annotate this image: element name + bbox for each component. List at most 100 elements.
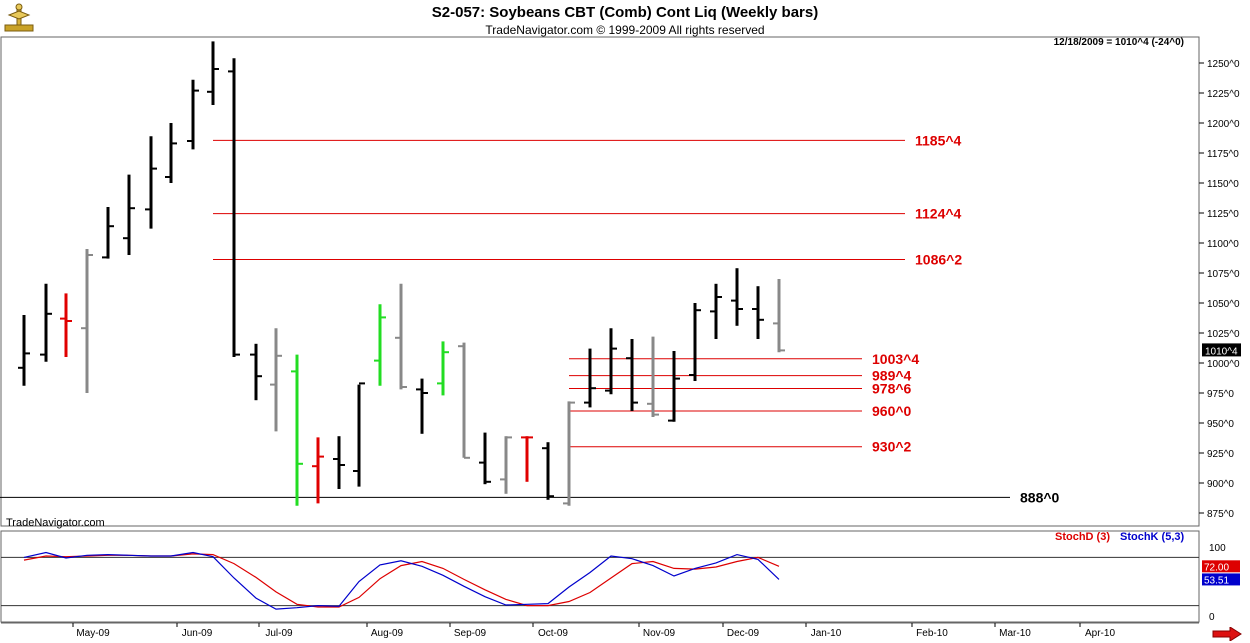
x-tick-label: Dec-09 bbox=[727, 628, 760, 639]
stochk-value-box bbox=[1202, 573, 1240, 586]
y-tick-label: 875^0 bbox=[1207, 509, 1234, 520]
price-bar bbox=[374, 304, 386, 386]
brand-label: TradeNavigator.com bbox=[6, 517, 105, 529]
stoch-tick-label: 0 bbox=[1209, 612, 1215, 623]
chart-frames bbox=[0, 36, 1200, 623]
price-bar bbox=[40, 283, 52, 362]
price-bar bbox=[333, 436, 345, 489]
price-panel-frame bbox=[0, 36, 1200, 527]
y-tick-label: 1000^0 bbox=[1207, 359, 1240, 370]
stochd-value-label: 72.00 bbox=[1204, 562, 1229, 573]
y-tick-label: 950^0 bbox=[1207, 419, 1234, 430]
price-axis: 875^0 900^0 925^0 950^0 975^0 1000^0 1025^0 105… bbox=[1199, 59, 1241, 520]
y-tick-label: 1175^0 bbox=[1207, 149, 1239, 160]
price-bar bbox=[773, 279, 785, 353]
price-bar bbox=[605, 328, 617, 395]
logo-icon bbox=[4, 3, 34, 32]
price-bar bbox=[312, 437, 324, 504]
x-tick-label: Nov-09 bbox=[643, 628, 676, 639]
level-label: 1185^4 bbox=[915, 132, 962, 148]
x-tick-label: Aug-09 bbox=[371, 628, 404, 639]
y-tick-label: 1225^0 bbox=[1207, 89, 1240, 100]
chart-subtitle: TradeNavigator.com © 1999-2009 All right… bbox=[485, 23, 765, 37]
price-bar bbox=[479, 432, 491, 485]
price-bar bbox=[689, 303, 701, 381]
price-bar bbox=[187, 79, 199, 150]
price-bar bbox=[626, 339, 638, 411]
price-bar bbox=[353, 382, 365, 487]
price-bar bbox=[123, 174, 135, 255]
level-label: 989^4 bbox=[872, 368, 912, 384]
price-bar bbox=[731, 268, 743, 326]
stochk-line bbox=[23, 551, 780, 610]
price-readout: 12/18/2009 = 1010^4 (-24^0) bbox=[1053, 37, 1184, 48]
stochd-legend: StochD (3) bbox=[1055, 531, 1110, 543]
price-bar bbox=[668, 351, 680, 422]
current-price-box bbox=[1202, 343, 1241, 357]
scroll-right-arrow-icon[interactable] bbox=[1212, 627, 1242, 641]
price-bar bbox=[291, 354, 303, 506]
level-label: 930^2 bbox=[872, 439, 912, 455]
price-bar bbox=[250, 343, 262, 401]
y-tick-label: 1075^0 bbox=[1207, 269, 1240, 280]
price-bar bbox=[437, 341, 449, 396]
y-tick-label: 1150^0 bbox=[1207, 179, 1239, 190]
price-bar bbox=[563, 401, 575, 506]
stochk-value-label: 53.51 bbox=[1204, 575, 1229, 586]
price-bar bbox=[647, 336, 659, 417]
level-label: 1086^2 bbox=[915, 252, 962, 268]
x-tick-label: May-09 bbox=[76, 628, 110, 639]
x-tick-label: Apr-10 bbox=[1085, 628, 1115, 639]
price-bar bbox=[416, 378, 428, 434]
level-label: 1124^4 bbox=[915, 206, 962, 222]
stochastic-panel: 100 0 72.00 53.51 bbox=[1, 543, 1240, 623]
price-bar bbox=[752, 286, 764, 339]
price-bar bbox=[81, 249, 93, 393]
x-tick-label: Jun-09 bbox=[182, 628, 213, 639]
price-bars bbox=[18, 41, 785, 506]
y-tick-label: 1025^0 bbox=[1207, 329, 1240, 340]
x-tick-label: Mar-10 bbox=[999, 628, 1031, 639]
price-bar bbox=[228, 58, 240, 357]
price-bar bbox=[18, 315, 30, 386]
y-tick-label: 900^0 bbox=[1207, 479, 1234, 490]
y-tick-label: 1050^0 bbox=[1207, 299, 1240, 310]
price-bar bbox=[165, 123, 177, 183]
stochk-legend: StochK (5,3) bbox=[1120, 531, 1185, 543]
price-bar bbox=[542, 442, 554, 500]
stochd-value-box bbox=[1202, 560, 1240, 573]
stoch-tick-label: 100 bbox=[1209, 543, 1226, 554]
level-label: 960^0 bbox=[872, 403, 912, 419]
price-bar bbox=[270, 328, 282, 432]
price-bar bbox=[145, 136, 157, 229]
x-tick-label: Sep-09 bbox=[454, 628, 487, 639]
date-axis: May-09 Jun-09 Jul-09 Aug-09 Sep-09 Oct-09 Nov-… bbox=[1, 622, 1199, 639]
y-tick-label: 1250^0 bbox=[1207, 59, 1240, 70]
price-bar bbox=[458, 342, 470, 459]
price-bar bbox=[102, 207, 114, 259]
x-tick-label: Feb-10 bbox=[916, 628, 948, 639]
x-tick-label: Jan-10 bbox=[811, 628, 842, 639]
chart-title: S2-057: Soybeans CBT (Comb) Cont Liq (We… bbox=[431, 4, 819, 21]
y-tick-label: 1100^0 bbox=[1207, 239, 1239, 250]
x-tick-label: Jul-09 bbox=[265, 628, 293, 639]
price-bar bbox=[710, 283, 722, 339]
y-tick-label: 1200^0 bbox=[1207, 119, 1240, 130]
y-tick-label: 975^0 bbox=[1207, 389, 1234, 400]
stoch-panel-frame bbox=[0, 530, 1200, 623]
level-label: 1003^4 bbox=[872, 351, 919, 367]
price-bar bbox=[584, 348, 596, 408]
y-tick-label: 1125^0 bbox=[1207, 209, 1239, 220]
support-label: 888^0 bbox=[1020, 489, 1060, 505]
price-bar bbox=[60, 293, 72, 357]
current-price-label: 1010^4 bbox=[1205, 346, 1238, 357]
price-bar bbox=[521, 436, 533, 482]
y-tick-label: 925^0 bbox=[1207, 449, 1234, 460]
level-label: 978^6 bbox=[872, 381, 912, 397]
price-bar bbox=[500, 436, 512, 494]
x-tick-label: Oct-09 bbox=[538, 628, 568, 639]
price-bar bbox=[207, 41, 219, 105]
price-bar bbox=[395, 283, 407, 390]
